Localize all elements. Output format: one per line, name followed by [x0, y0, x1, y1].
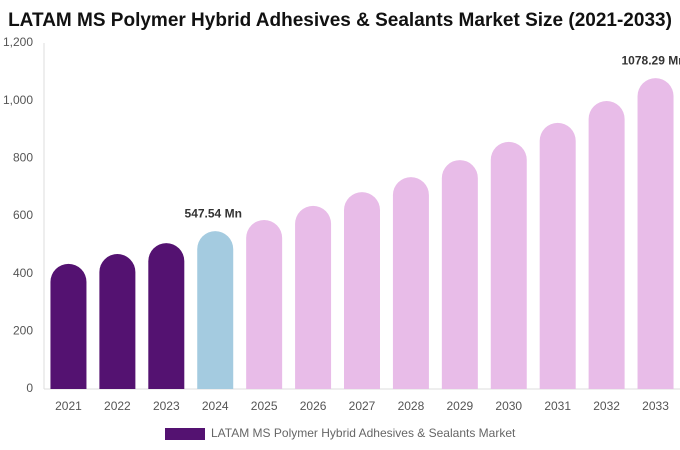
y-tick-label: 600: [13, 208, 33, 222]
y-tick-label: 1,000: [3, 93, 33, 107]
y-tick-label: 0: [26, 381, 33, 395]
x-tick-label: 2030: [495, 399, 522, 413]
x-tick-label: 2028: [398, 399, 425, 413]
data-label: 547.54 Mn: [185, 206, 242, 220]
x-tick-label: 2025: [251, 399, 278, 413]
bar: [490, 141, 527, 389]
bar: [148, 243, 185, 389]
x-tick-label: 2024: [202, 399, 229, 413]
bar: [588, 100, 625, 389]
x-tick-label: 2029: [446, 399, 473, 413]
x-tick-label: 2031: [544, 399, 571, 413]
y-tick-label: 200: [13, 324, 33, 338]
y-tick-label: 800: [13, 151, 33, 165]
bar: [295, 205, 332, 389]
bar: [539, 122, 576, 389]
bar: [246, 220, 283, 389]
x-tick-label: 2026: [300, 399, 327, 413]
bar: [441, 160, 478, 389]
bar: [197, 231, 234, 389]
x-tick-label: 2027: [349, 399, 376, 413]
x-tick-label: 2033: [642, 399, 669, 413]
x-tick-label: 2021: [55, 399, 82, 413]
chart-title: LATAM MS Polymer Hybrid Adhesives & Seal…: [8, 10, 672, 31]
y-tick-label: 1,200: [3, 35, 33, 49]
x-tick-label: 2023: [153, 399, 180, 413]
y-tick-label: 400: [13, 266, 33, 280]
legend-label: LATAM MS Polymer Hybrid Adhesives & Seal…: [211, 426, 516, 440]
bar: [392, 177, 429, 389]
bar: [344, 192, 380, 389]
bar: [99, 254, 136, 389]
data-label: 1078.29 Mn: [622, 53, 680, 67]
legend-swatch: [165, 428, 205, 440]
bar: [50, 263, 87, 389]
x-tick-label: 2022: [104, 399, 131, 413]
bar: [637, 78, 674, 389]
x-tick-label: 2032: [593, 399, 620, 413]
